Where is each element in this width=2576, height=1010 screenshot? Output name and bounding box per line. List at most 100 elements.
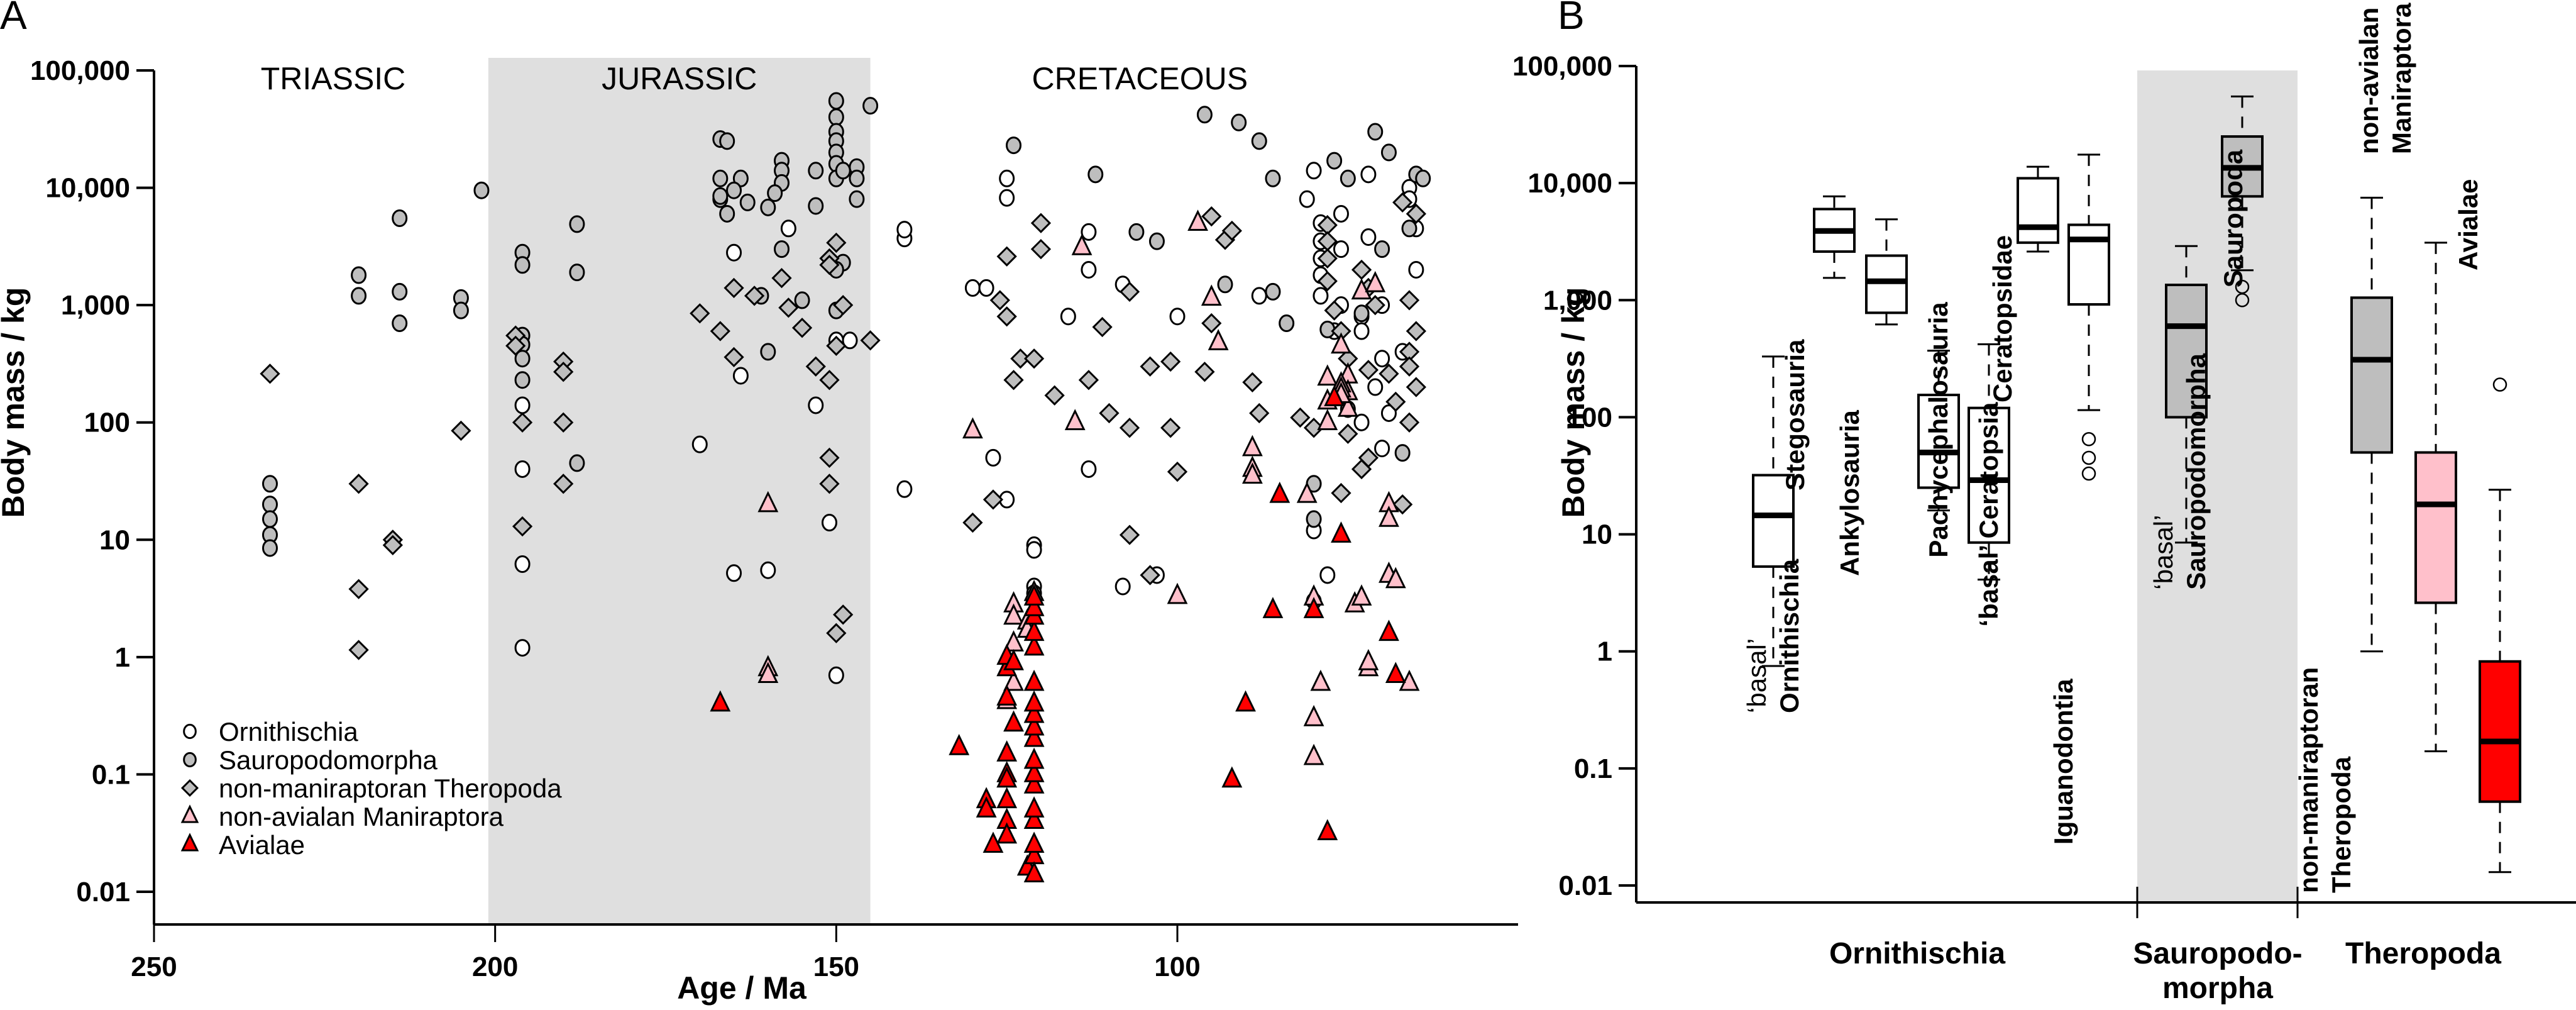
data-point [996,246,1017,267]
data-point [1279,314,1295,333]
data-point [1023,831,1045,853]
box-label-ceratopsidae: Ceratopsidae [1988,235,2017,402]
data-point [833,604,854,625]
data-point [262,510,278,528]
data-point [1337,396,1358,417]
data-point [1044,385,1065,406]
data-point [1241,462,1263,484]
data-point [826,232,847,253]
data-point [1201,313,1222,334]
data-point [726,243,742,262]
data-point [260,363,280,384]
data-point [1303,704,1324,726]
data-point [348,640,369,660]
y-tick-label: 0.01 [1558,870,1612,901]
data-point [1351,458,1372,480]
x-tick-label: 200 [472,952,518,982]
data-point [712,169,729,187]
data-point [691,435,708,453]
y-tick-label: 1 [1597,636,1612,667]
data-point [473,181,490,199]
data-point [1251,132,1267,150]
box-iqr [2479,660,2521,803]
data-point [1099,402,1120,424]
box-iqr [1752,474,1795,568]
box-label-non-maniraptoran-theropoda: non-maniraptoran [2294,667,2323,893]
period-label-triassic: TRIASSIC [261,61,406,96]
data-point [896,221,913,239]
box-iqr [1865,254,1908,314]
data-point [1030,213,1052,233]
series-sauropodomorpha [262,92,1431,557]
box-iqr [1968,406,2010,544]
box-ankylosauria: Ankylosauria [1835,218,1908,576]
data-point [1023,619,1045,641]
outlier-point [2492,377,2507,392]
data-point [1023,714,1045,736]
group-shade-sauropodomorpha [2137,70,2298,902]
data-point [1374,440,1390,458]
group-label-ornithischia: Ornithischia [1829,937,2005,970]
data-point [1217,275,1233,294]
data-point [978,279,994,297]
data-point [833,295,854,316]
data-point [1023,861,1045,883]
data-point [821,514,837,532]
data-point [996,306,1017,327]
box-label-basal-sauropodomorpha: ‘basal’ [2149,515,2178,590]
box-iguanodontia: Iguanodontia [2049,153,2110,845]
outlier-point [2081,450,2096,465]
data-point [808,197,824,215]
data-point [1385,391,1406,412]
data-point [1399,412,1420,433]
data-point [1406,321,1426,341]
period-label-jurassic: JURASSIC [602,61,757,96]
data-point [1030,239,1052,260]
y-tick-label: 10 [99,524,130,555]
data-point [1265,282,1281,301]
data-point [794,291,810,309]
data-point [1023,584,1045,606]
box-basal-sauropodomorpha: ‘basal’ Sauropodomorpha [2149,245,2211,590]
data-point [1310,669,1331,691]
data-point [780,219,796,238]
data-point [1148,232,1165,250]
data-point [1360,228,1377,246]
data-point [1317,248,1338,269]
data-point [1194,362,1215,382]
data-point [392,282,408,301]
data-point [1167,582,1188,604]
data-point [1340,169,1356,187]
data-point [1201,206,1222,227]
data-point [1299,190,1315,208]
data-point [771,268,792,289]
data-point [351,287,367,305]
data-point [1003,648,1024,670]
data-point [819,255,840,275]
box-avialae: Avialae [2453,179,2521,874]
data-point [1317,819,1338,841]
data-point [1235,690,1256,712]
y-tick-label: 10,000 [45,173,130,204]
data-point [382,535,403,555]
data-point [1023,760,1045,782]
data-point [791,318,813,338]
panel-b-label: B [1558,0,1585,38]
data-point [710,690,731,712]
box-label-pachycephalosauria: Pachycephalosauria [1924,302,1953,558]
data-point [514,256,531,274]
data-point [819,370,840,391]
box-iqr [2017,177,2059,244]
period-shade-jurassic [488,58,871,924]
data-point [767,184,783,203]
data-point [819,474,840,494]
data-point [1081,260,1097,279]
data-point [392,314,408,333]
data-point [1379,363,1399,384]
data-point [1221,220,1242,241]
data-point [996,740,1018,762]
legend-marker-non-avialan-maniraptora [180,804,199,823]
data-point [1360,165,1377,184]
data-point [1201,284,1222,306]
